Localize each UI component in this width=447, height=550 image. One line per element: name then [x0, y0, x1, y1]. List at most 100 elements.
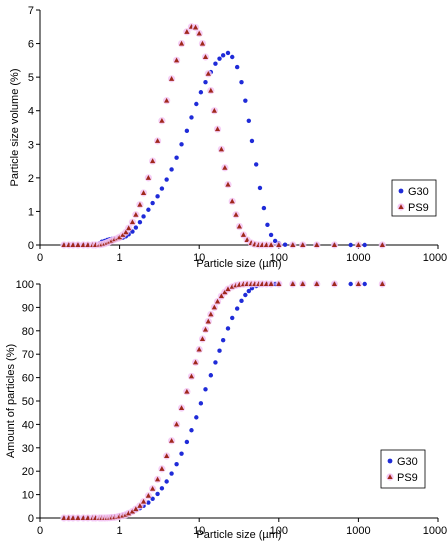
data-point: [214, 298, 221, 304]
data-point: [272, 238, 278, 244]
data-point: [268, 242, 274, 247]
data-point: [290, 281, 296, 286]
data-point: [236, 223, 243, 229]
y-tick-label: 5: [28, 72, 34, 84]
x-tick-label: 10: [193, 525, 205, 537]
y-tick-label: 30: [22, 443, 34, 455]
legend-label: G30: [397, 456, 418, 468]
y-axis-title: Particle size volume (%): [9, 69, 21, 187]
data-point: [257, 185, 263, 191]
data-point: [154, 138, 161, 143]
data-point: [198, 90, 204, 95]
data-point: [225, 326, 231, 331]
x-axis-title: Particle size (µm): [196, 258, 281, 270]
data-point: [331, 242, 338, 247]
data-point: [362, 242, 367, 248]
x-tick-label: 10: [193, 252, 205, 264]
x-tick-label: 1000: [346, 525, 370, 537]
data-point: [184, 388, 190, 394]
legend-marker: [398, 204, 404, 209]
data-point: [133, 506, 139, 512]
data-point: [196, 346, 202, 352]
y-tick-label: 80: [22, 326, 34, 338]
data-point: [133, 225, 139, 230]
data-point: [178, 405, 185, 411]
data-point: [192, 24, 199, 30]
data-point: [174, 155, 179, 160]
data-point: [348, 281, 353, 287]
data-point: [137, 503, 143, 508]
data-point: [184, 29, 190, 34]
data-point: [261, 205, 267, 211]
data-point: [243, 98, 248, 103]
x-tick-label: 0: [37, 525, 43, 537]
y-tick-label: 40: [22, 419, 34, 431]
legend-label: PS9: [408, 202, 429, 214]
data-point: [213, 360, 218, 365]
legend-marker: [387, 458, 393, 464]
data-point: [173, 421, 180, 427]
data-point: [140, 190, 147, 195]
data-point: [208, 311, 214, 317]
data-point: [85, 242, 91, 247]
y-tick-label: 1: [28, 206, 34, 218]
x-tick-label: 1000: [346, 252, 370, 264]
data-point: [184, 128, 190, 134]
data-point: [268, 232, 274, 238]
data-point: [203, 387, 208, 392]
data-point: [217, 348, 222, 353]
data-point: [173, 57, 180, 63]
y-tick-label: 60: [22, 373, 34, 385]
data-point: [290, 242, 296, 247]
legend-label: PS9: [397, 472, 418, 484]
data-point: [184, 439, 190, 445]
data-point: [220, 53, 226, 58]
data-point: [208, 87, 214, 93]
y-tick-label: 3: [28, 139, 34, 151]
data-point: [246, 288, 252, 294]
y-tick-label: 0: [28, 240, 34, 252]
data-point: [169, 167, 174, 172]
legend-box: [380, 449, 426, 489]
data-point: [137, 201, 143, 207]
chart-2: 01101001000100000102030405060708090100Pa…: [5, 279, 447, 541]
y-tick-label: 0: [28, 513, 34, 525]
data-point: [179, 451, 184, 456]
data-point: [239, 79, 244, 85]
data-point: [120, 232, 126, 237]
data-point: [199, 336, 206, 341]
data-point: [225, 50, 231, 56]
legend-marker: [398, 188, 404, 194]
data-point: [214, 126, 221, 132]
data-point: [218, 146, 224, 152]
data-point: [225, 286, 231, 292]
data-point: [159, 117, 165, 123]
data-point: [169, 471, 174, 476]
data-point: [168, 437, 175, 443]
data-point: [146, 500, 151, 505]
data-point: [140, 498, 147, 504]
x-tick-label: 100: [270, 525, 288, 537]
data-point: [300, 281, 306, 286]
data-point: [194, 415, 199, 420]
data-point: [61, 515, 67, 520]
data-point: [225, 181, 231, 187]
data-point: [220, 337, 226, 343]
data-point: [164, 479, 169, 484]
data-point: [126, 510, 132, 516]
y-tick-label: 10: [22, 490, 34, 502]
data-point: [331, 281, 338, 286]
data-point: [348, 242, 353, 248]
data-point: [265, 222, 270, 228]
data-point: [179, 142, 184, 147]
data-point: [145, 175, 151, 180]
series-ps9: [60, 23, 386, 249]
data-point: [194, 101, 199, 107]
data-point: [233, 211, 239, 217]
data-point: [75, 515, 81, 520]
data-point: [129, 219, 136, 225]
